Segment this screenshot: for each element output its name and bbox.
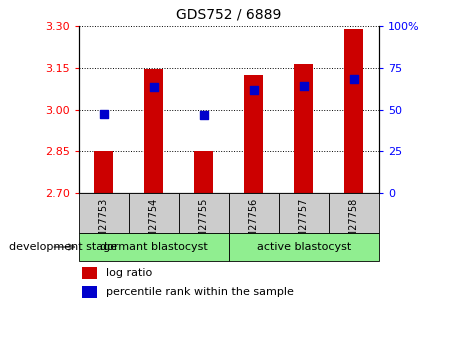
Text: GSM27757: GSM27757 xyxy=(299,198,309,252)
Point xyxy=(250,88,258,93)
Bar xyxy=(295,65,313,193)
Title: GDS752 / 6889: GDS752 / 6889 xyxy=(176,8,281,22)
Point xyxy=(150,84,157,90)
Point xyxy=(100,111,107,117)
Bar xyxy=(82,286,97,298)
Point xyxy=(300,83,308,89)
Bar xyxy=(179,193,229,233)
Text: GSM27756: GSM27756 xyxy=(249,198,259,251)
Point xyxy=(200,112,207,118)
Bar xyxy=(279,193,329,233)
Bar xyxy=(144,69,163,193)
Bar xyxy=(79,193,129,233)
Bar xyxy=(94,151,113,193)
Point xyxy=(350,77,358,82)
Bar xyxy=(244,75,263,193)
Text: log ratio: log ratio xyxy=(106,268,152,278)
Bar xyxy=(79,233,229,261)
Text: GSM27755: GSM27755 xyxy=(199,198,209,252)
Bar xyxy=(82,267,97,279)
Bar xyxy=(229,193,279,233)
Text: dormant blastocyst: dormant blastocyst xyxy=(100,242,208,252)
Text: GSM27758: GSM27758 xyxy=(349,198,359,251)
Bar xyxy=(329,193,379,233)
Bar xyxy=(129,193,179,233)
Text: percentile rank within the sample: percentile rank within the sample xyxy=(106,287,294,297)
Bar xyxy=(194,151,213,193)
Bar xyxy=(229,233,379,261)
Text: development stage: development stage xyxy=(9,242,117,252)
Text: GSM27753: GSM27753 xyxy=(99,198,109,251)
Text: GSM27754: GSM27754 xyxy=(149,198,159,251)
Bar xyxy=(345,29,364,193)
Text: active blastocyst: active blastocyst xyxy=(257,242,351,252)
